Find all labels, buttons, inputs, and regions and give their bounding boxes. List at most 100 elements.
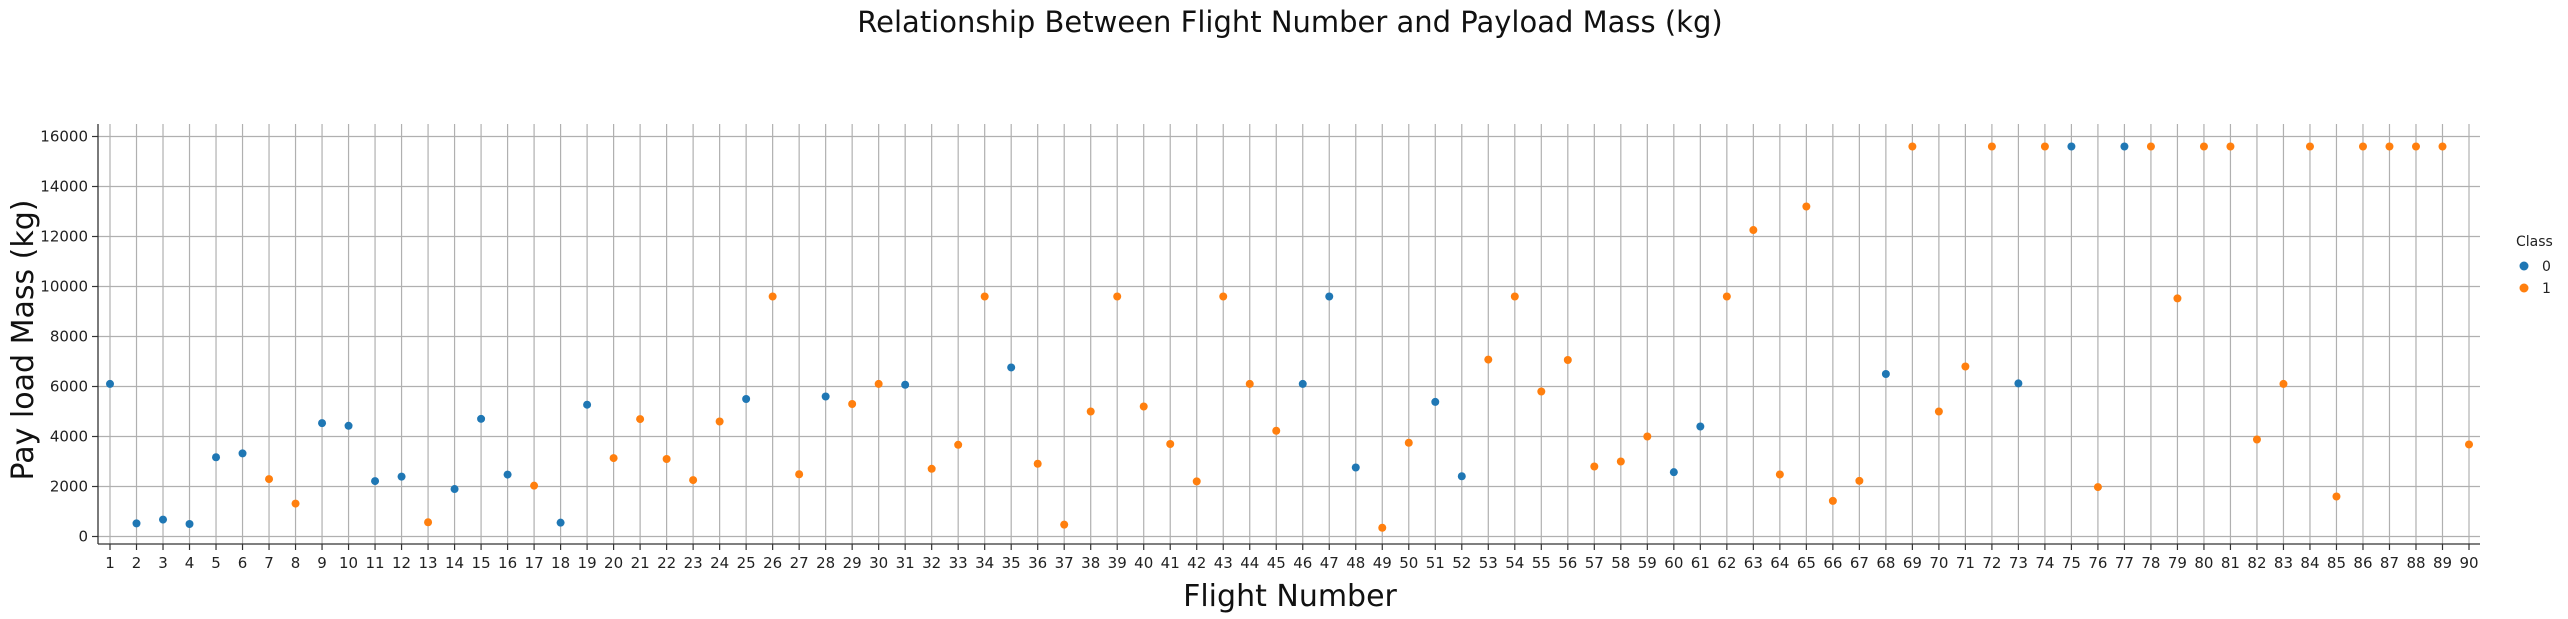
data-point bbox=[1139, 402, 1148, 411]
y-axis-ticks: 0 2000 4000 6000 8000 10000 12000 14000 16000 bbox=[40, 128, 98, 546]
x-tick-label: 79 bbox=[2168, 554, 2187, 572]
x-tick-label: 20 bbox=[604, 554, 623, 572]
data-point bbox=[1643, 432, 1652, 441]
x-tick-label: 88 bbox=[2406, 554, 2425, 572]
x-tick-label: 80 bbox=[2194, 554, 2213, 572]
data-point bbox=[265, 475, 274, 484]
data-point bbox=[1484, 355, 1493, 364]
axes bbox=[97, 124, 2480, 545]
data-point bbox=[1537, 387, 1546, 396]
x-tick-label: 25 bbox=[737, 554, 756, 572]
x-tick-label: 29 bbox=[843, 554, 862, 572]
data-point bbox=[1616, 457, 1625, 466]
x-tick-label: 24 bbox=[710, 554, 729, 572]
x-tick-label: 35 bbox=[1002, 554, 1021, 572]
data-point bbox=[1510, 292, 1519, 301]
x-tick-label: 75 bbox=[2062, 554, 2081, 572]
x-tick-label: 74 bbox=[2035, 554, 2054, 572]
y-tick-label: 16000 bbox=[40, 128, 88, 146]
x-tick-label: 67 bbox=[1850, 554, 1869, 572]
y-tick-label: 6000 bbox=[50, 378, 88, 396]
data-point bbox=[980, 292, 989, 301]
data-point bbox=[2093, 483, 2102, 492]
data-point bbox=[1272, 426, 1281, 435]
data-point bbox=[1457, 472, 1466, 481]
data-point bbox=[1590, 462, 1599, 471]
data-point bbox=[1775, 470, 1784, 479]
x-tick-label: 10 bbox=[339, 554, 358, 572]
x-tick-label: 85 bbox=[2327, 554, 2346, 572]
data-point bbox=[2199, 142, 2208, 151]
x-tick-label: 37 bbox=[1055, 554, 1074, 572]
data-point bbox=[1961, 362, 1970, 371]
x-tick-label: 36 bbox=[1028, 554, 1047, 572]
x-tick-label: 3 bbox=[158, 554, 168, 572]
data-point bbox=[1722, 292, 1731, 301]
x-tick-label: 73 bbox=[2009, 554, 2028, 572]
data-point bbox=[1007, 363, 1016, 372]
data-point bbox=[1828, 496, 1837, 505]
data-point bbox=[1431, 397, 1440, 406]
x-tick-label: 23 bbox=[684, 554, 703, 572]
data-point bbox=[689, 476, 698, 485]
x-tick-label: 27 bbox=[790, 554, 809, 572]
data-point bbox=[821, 392, 830, 401]
data-point bbox=[2358, 142, 2367, 151]
x-tick-label: 57 bbox=[1585, 554, 1604, 572]
x-tick-label: 6 bbox=[238, 554, 248, 572]
data-point bbox=[927, 464, 936, 473]
x-tick-label: 86 bbox=[2353, 554, 2372, 572]
x-tick-label: 60 bbox=[1664, 554, 1683, 572]
legend-marker-class-1 bbox=[2519, 283, 2529, 293]
x-tick-label: 28 bbox=[816, 554, 835, 572]
x-tick-label: 31 bbox=[896, 554, 915, 572]
data-point bbox=[2120, 142, 2129, 151]
x-tick-label: 55 bbox=[1532, 554, 1551, 572]
y-tick-label: 0 bbox=[78, 528, 88, 546]
data-point bbox=[238, 449, 247, 458]
data-point bbox=[874, 379, 883, 388]
data-point bbox=[1404, 438, 1413, 447]
x-axis-label: Flight Number bbox=[1183, 579, 1397, 614]
data-point bbox=[1934, 407, 1943, 416]
x-tick-label: 81 bbox=[2221, 554, 2240, 572]
data-point bbox=[2465, 440, 2473, 449]
data-point bbox=[397, 472, 406, 481]
legend-label-class-0: 0 bbox=[2542, 259, 2551, 275]
x-tick-label: 8 bbox=[291, 554, 301, 572]
x-tick-label: 40 bbox=[1134, 554, 1153, 572]
x-tick-label: 7 bbox=[264, 554, 274, 572]
data-point bbox=[1298, 379, 1307, 388]
data-point bbox=[1113, 292, 1122, 301]
x-tick-label: 70 bbox=[1929, 554, 1948, 572]
grid bbox=[98, 124, 2480, 544]
x-tick-label: 22 bbox=[657, 554, 676, 572]
x-tick-label: 11 bbox=[366, 554, 385, 572]
data-point bbox=[662, 455, 671, 463]
data-point bbox=[636, 415, 645, 424]
x-tick-label: 38 bbox=[1081, 554, 1100, 572]
data-point bbox=[742, 395, 751, 403]
x-tick-label: 83 bbox=[2274, 554, 2293, 572]
x-tick-label: 59 bbox=[1638, 554, 1657, 572]
data-point bbox=[2438, 142, 2447, 151]
legend-marker-class-0 bbox=[2519, 261, 2529, 271]
x-tick-label: 72 bbox=[1982, 554, 2001, 572]
x-tick-label: 84 bbox=[2300, 554, 2319, 572]
x-tick-label: 82 bbox=[2247, 554, 2266, 572]
y-tick-label: 10000 bbox=[40, 278, 88, 296]
x-tick-label: 77 bbox=[2115, 554, 2134, 572]
data-point bbox=[2040, 142, 2049, 151]
data-point bbox=[1669, 468, 1678, 477]
x-tick-label: 14 bbox=[445, 554, 464, 572]
x-tick-label: 45 bbox=[1267, 554, 1286, 572]
data-point bbox=[2305, 142, 2314, 151]
data-point bbox=[583, 400, 592, 409]
data-point bbox=[848, 400, 857, 408]
data-point bbox=[1245, 379, 1254, 388]
x-tick-label: 32 bbox=[922, 554, 941, 572]
data-point bbox=[450, 485, 459, 494]
x-tick-label: 53 bbox=[1479, 554, 1498, 572]
data-point bbox=[715, 417, 724, 426]
